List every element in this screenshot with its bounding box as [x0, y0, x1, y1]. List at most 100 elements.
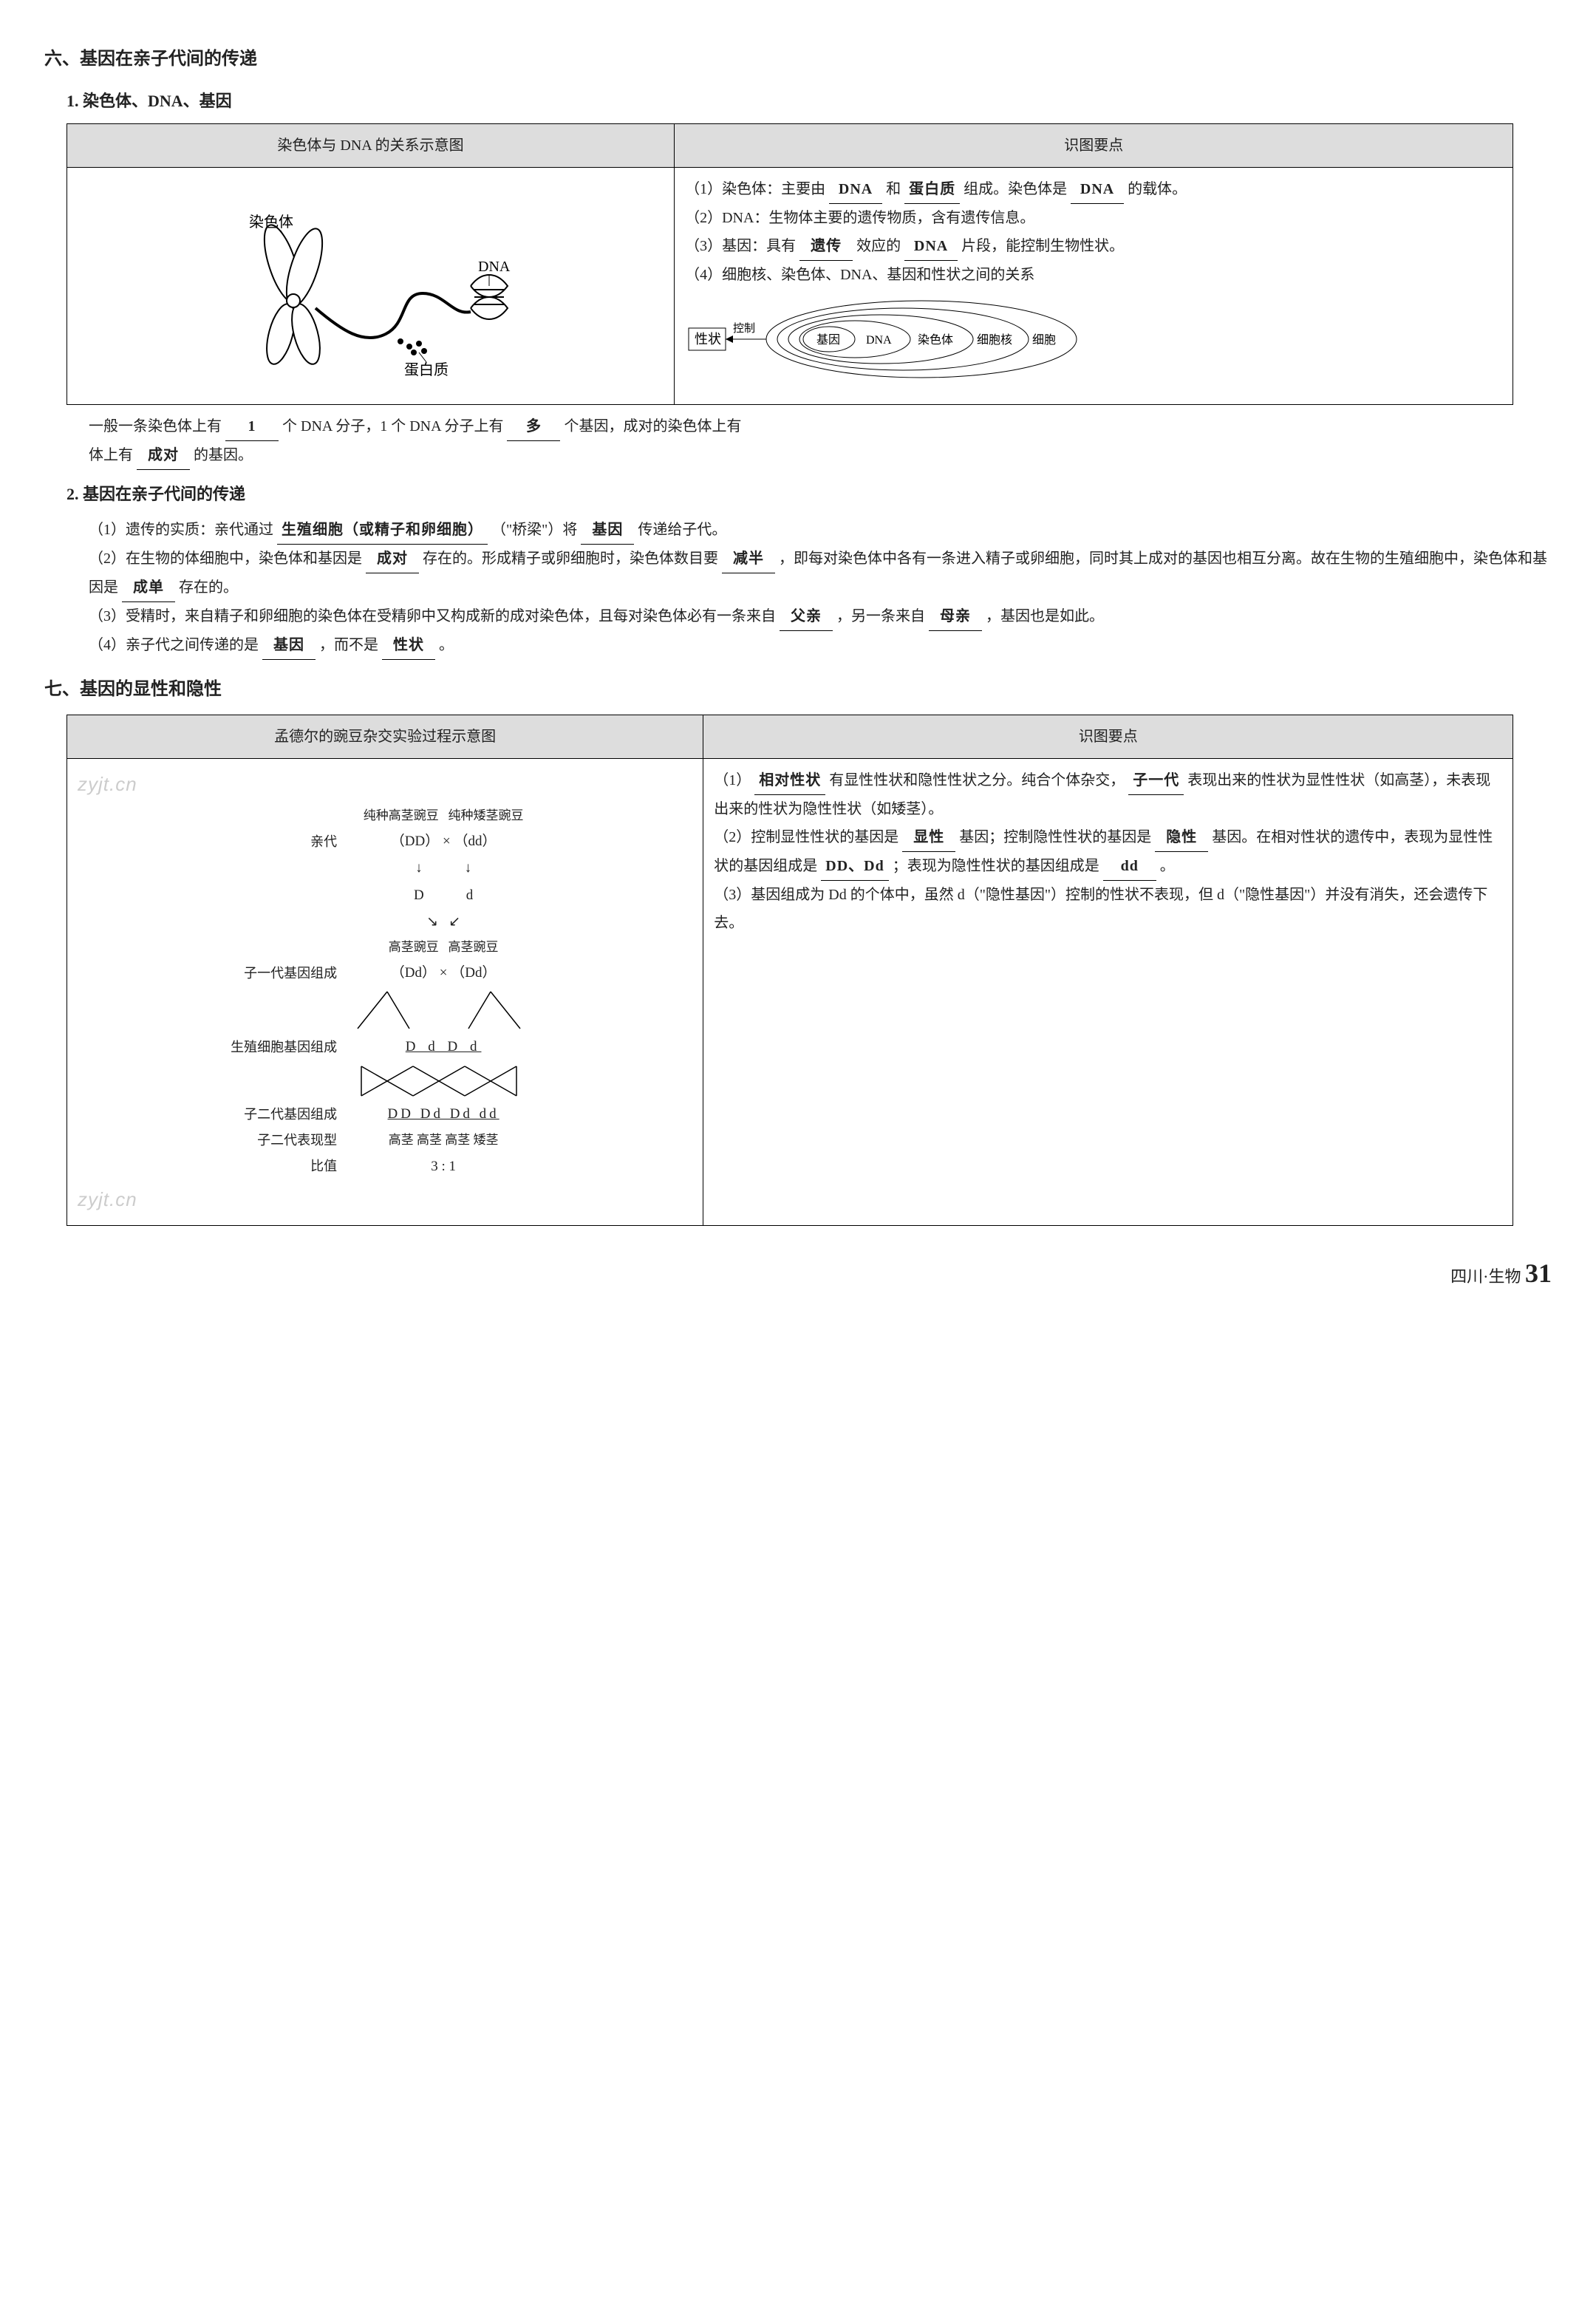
- p1c: 组成。染色体是: [964, 181, 1067, 197]
- pa-b3: 成对: [137, 441, 190, 470]
- m-f2p: 高茎 高茎 高茎 矮茎: [343, 1130, 544, 1151]
- nested-oval-svg: 性状 控制 基因 DNA 染色体 细胞核 细胞: [685, 295, 1084, 384]
- sub-6-1-title: 1. 染色体、DNA、基因: [66, 86, 1552, 117]
- m-gamete-label: 生殖细胞基因组成: [226, 1036, 343, 1059]
- m-point-2: （2）控制显性性状的基因是 显性 基因；控制隐性性状的基因是 隐性 基因。在相对…: [714, 823, 1502, 881]
- label-dna: DNA: [478, 259, 511, 275]
- pa-cont: 体上有: [89, 447, 133, 463]
- table-chromosome: 染色体与 DNA 的关系示意图 识图要点: [66, 123, 1513, 405]
- m-gametes: D d D d: [343, 1035, 544, 1059]
- p1b: 和: [886, 181, 901, 197]
- p3a: （3）基因：具有: [685, 238, 796, 254]
- chromosome-svg: 染色体 DNA 蛋白质: [216, 183, 526, 389]
- chromosome-points-cell: （1）染色体：主要由 DNA 和 蛋白质 组成。染色体是 DNA 的载体。 （2…: [675, 168, 1513, 405]
- i3a: （3）受精时，来自精子和卵细胞的染色体在受精卵中又构成新的成对染色体，且每对染色…: [89, 608, 776, 624]
- i4a: （4）亲子代之间传递的是: [89, 637, 259, 653]
- p1a: （1）染色体：主要由: [685, 181, 825, 197]
- mp1b: 有显性性状和隐性性状之分。纯合个体杂交，: [829, 772, 1125, 788]
- p1b2: 蛋白质: [904, 175, 960, 204]
- p3b2: DNA: [904, 232, 958, 261]
- mp2b3: DD、Dd: [821, 852, 888, 881]
- i3b: ，另一条来自: [836, 608, 925, 624]
- cross-lines-svg: [343, 988, 535, 1032]
- i1b1: 生殖细胞（或精子和卵细胞）: [277, 516, 488, 545]
- table-mendel: 孟德尔的豌豆杂交实验过程示意图 识图要点 zyjt.cn 纯种高茎豌豆 纯种矮茎…: [66, 715, 1513, 1227]
- mp2e: 。: [1160, 858, 1175, 874]
- label-chromosome: 染色体: [249, 214, 293, 231]
- m-f2p-label: 子二代表现型: [226, 1129, 343, 1152]
- p1b1: DNA: [829, 175, 882, 204]
- i1c: 传递给子代。: [638, 522, 726, 538]
- p1b3: DNA: [1071, 175, 1124, 204]
- svg-text:细胞核: 细胞核: [977, 333, 1012, 347]
- th-right: 识图要点: [675, 124, 1513, 168]
- svg-text:染色体: 染色体: [918, 333, 953, 347]
- i2d: 存在的。: [179, 579, 238, 596]
- pa-d: 的基因。: [194, 447, 253, 463]
- m-ratio-label: 比值: [226, 1155, 343, 1178]
- i2b: 存在的。形成精子或卵细胞时，染色体数目要: [423, 551, 718, 567]
- i1a: （1）遗传的实质：亲代通过: [89, 522, 273, 538]
- cross-lines-2-svg: [343, 1063, 535, 1100]
- p3b1: 遗传: [799, 232, 853, 261]
- pa-c: 个基因，成对的染色体上有: [564, 418, 741, 434]
- i3b2: 母亲: [929, 602, 982, 631]
- section-7-title: 七、基因的显性和隐性: [44, 673, 1552, 707]
- mendel-diagram: 纯种高茎豌豆 纯种矮茎豌豆 亲代 （DD） × （dd） ↓ ↓ D d ↘ ↙: [226, 805, 544, 1179]
- footer-province: 四川·生物: [1450, 1267, 1521, 1286]
- svg-text:控制: 控制: [733, 322, 755, 335]
- mp2b4: dd: [1103, 852, 1156, 881]
- i4c: 。: [439, 637, 454, 653]
- mp2b1: 显性: [902, 823, 955, 852]
- svg-text:DNA: DNA: [866, 334, 892, 347]
- i3b1: 父亲: [780, 602, 833, 631]
- m-ratio: 3 : 1: [343, 1155, 544, 1179]
- mp2b: 基因；控制隐性性状的基因是: [959, 829, 1151, 845]
- m-point-3: （3）基因组成为 Dd 的个体中，虽然 d（"隐性基因"）控制的性状不表现，但 …: [714, 881, 1502, 937]
- pa-b: 个 DNA 分子，1 个 DNA 分子上有: [282, 418, 503, 434]
- i1b: （"桥梁"）将: [491, 522, 577, 538]
- i4b2: 性状: [382, 631, 435, 660]
- p1d: 的载体。: [1128, 181, 1187, 197]
- watermark-1: zyjt.cn: [78, 766, 692, 802]
- section-6-title: 六、基因在亲子代间的传递: [44, 43, 1552, 77]
- m-parent-label: 亲代: [226, 831, 343, 853]
- footer-pagenum: 31: [1525, 1258, 1552, 1288]
- m-f1g-label: 子一代基因组成: [226, 962, 343, 985]
- item-2-3: （3）受精时，来自精子和卵细胞的染色体在受精卵中又构成新的成对染色体，且每对染色…: [89, 602, 1552, 631]
- i4b: ，而不是: [319, 637, 378, 653]
- i2b1: 成对: [366, 545, 419, 573]
- mendel-diagram-cell: zyjt.cn 纯种高茎豌豆 纯种矮茎豌豆 亲代 （DD） × （dd） ↓ ↓…: [67, 758, 703, 1226]
- th7-right: 识图要点: [703, 715, 1513, 758]
- svg-text:细胞: 细胞: [1032, 333, 1056, 347]
- para-after-table: 一般一条染色体上有 1 个 DNA 分子，1 个 DNA 分子上有 多 个基因，…: [89, 412, 1552, 470]
- pa-b1: 1: [225, 412, 279, 441]
- m-parent-geno: （DD） × （dd）: [343, 830, 544, 853]
- page-footer: 四川·生物 31: [44, 1248, 1552, 1298]
- mp1b2: 子一代: [1128, 766, 1184, 795]
- watermark-2: zyjt.cn: [78, 1182, 692, 1218]
- chromosome-diagram-cell: 染色体 DNA 蛋白质: [67, 168, 675, 405]
- i3c: ，基因也是如此。: [986, 608, 1104, 624]
- m-f2g: DD Dd Dd dd: [343, 1102, 544, 1126]
- nested-oval-diagram: 性状 控制 基因 DNA 染色体 细胞核 细胞: [685, 295, 1069, 384]
- m-parent-short: 纯种矮茎豌豆: [449, 808, 524, 822]
- th7-left: 孟德尔的豌豆杂交实验过程示意图: [67, 715, 703, 758]
- point-3: （3）基因：具有 遗传 效应的 DNA 片段，能控制生物性状。: [685, 232, 1502, 261]
- point-1: （1）染色体：主要由 DNA 和 蛋白质 组成。染色体是 DNA 的载体。: [685, 175, 1502, 204]
- pa-b2: 多: [507, 412, 560, 441]
- m-f1g: （Dd） × （Dd）: [343, 961, 544, 985]
- i2a: （2）在生物的体细胞中，染色体和基因是: [89, 551, 362, 567]
- i2b2: 减半: [722, 545, 775, 573]
- m-parent-tall: 纯种高茎豌豆: [364, 808, 439, 822]
- item-2-2: （2）在生物的体细胞中，染色体和基因是 成对 存在的。形成精子或卵细胞时，染色体…: [89, 545, 1552, 602]
- th-left: 染色体与 DNA 的关系示意图: [67, 124, 675, 168]
- m-gd: d: [466, 887, 474, 903]
- m-f1-2: 高茎豌豆: [449, 940, 499, 954]
- svg-text:性状: 性状: [695, 332, 721, 347]
- item-2-4: （4）亲子代之间传递的是 基因 ，而不是 性状 。: [89, 631, 1552, 660]
- mp1a: （1）: [714, 772, 751, 788]
- i4b1: 基因: [262, 631, 316, 660]
- mp2d: ；表现为隐性性状的基因组成是: [893, 858, 1099, 874]
- p3c: 片段，能控制生物性状。: [961, 238, 1124, 254]
